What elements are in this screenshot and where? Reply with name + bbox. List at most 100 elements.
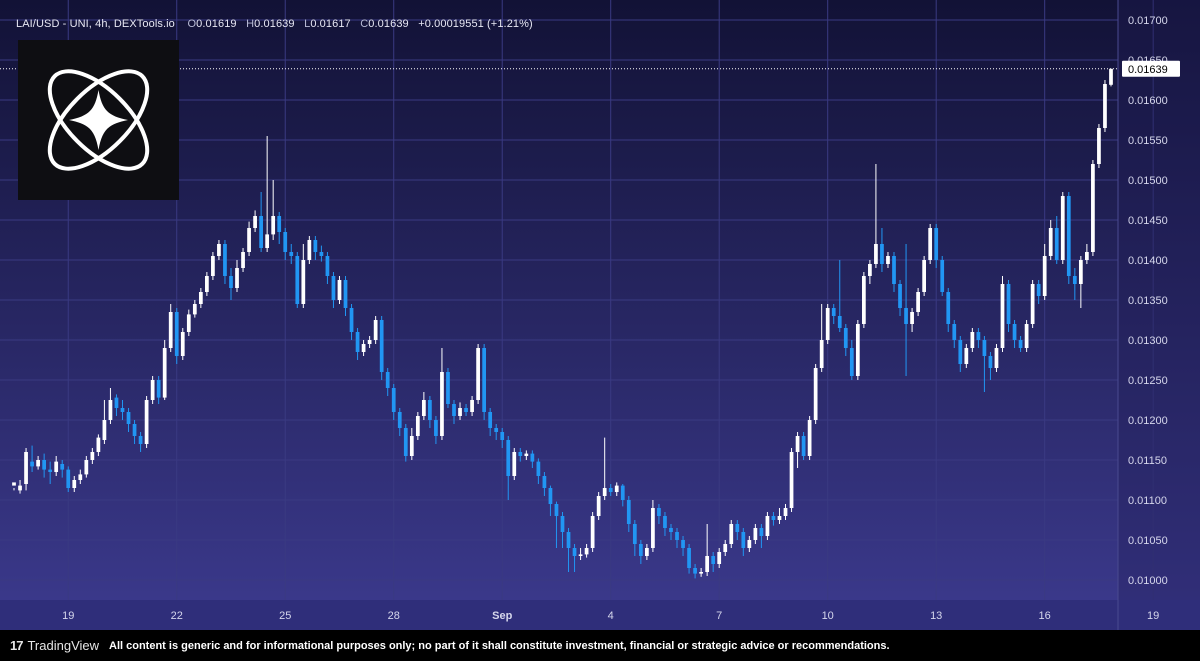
candle: [952, 320, 957, 348]
candle: [1091, 160, 1095, 256]
candle: [217, 240, 221, 260]
price-tick-label: 0.01400: [1128, 255, 1168, 267]
candle-body: [289, 252, 294, 256]
candle-body: [988, 356, 993, 368]
candle: [910, 308, 914, 332]
candle: [964, 344, 969, 368]
candle: [970, 328, 975, 352]
candle-body: [530, 453, 535, 462]
candle: [681, 536, 685, 556]
candle-body: [1000, 284, 1005, 348]
candle: [24, 448, 28, 491]
candle: [657, 504, 661, 524]
candle-body: [663, 516, 667, 528]
high-value: 0.01639: [254, 18, 295, 30]
candle-body: [428, 400, 432, 420]
candle: [90, 448, 95, 464]
candle: [229, 268, 233, 300]
candle: [596, 492, 601, 520]
footer-bar: 17 TradingView All content is generic an…: [0, 630, 1200, 661]
candle-body: [349, 308, 354, 332]
candle: [1048, 220, 1053, 260]
candle-body: [590, 516, 595, 548]
candle: [988, 352, 993, 380]
candle-body: [819, 340, 824, 368]
candle-body: [241, 252, 245, 268]
candle-body: [994, 348, 999, 368]
chart-background: [0, 0, 1200, 630]
candle-body: [1024, 324, 1029, 348]
price-tick-label: 0.01250: [1128, 375, 1168, 387]
price-tick-label: 0.01550: [1128, 135, 1168, 147]
candle-body: [608, 488, 613, 492]
candle: [789, 448, 794, 512]
candle-body: [78, 474, 83, 480]
candle: [675, 528, 679, 548]
price-axis[interactable]: 0.01000 0.01050 0.01100 0.01150 0.01200 0.012…: [1128, 15, 1168, 587]
candle-body: [687, 548, 691, 568]
candle: [54, 456, 59, 476]
time-axis[interactable]: 19 22 25 28 Sep 4 7 10 13 16 19: [62, 610, 1159, 622]
candle-body: [180, 332, 185, 356]
price-axis-panel[interactable]: [1118, 0, 1200, 600]
candle-body: [759, 528, 764, 536]
candle: [192, 300, 197, 318]
low-value: 0.01617: [310, 18, 351, 30]
candle: [440, 348, 444, 440]
candle: [434, 416, 438, 444]
candle: [922, 256, 927, 296]
candle: [735, 520, 740, 540]
candle-body: [524, 453, 529, 456]
candle: [84, 456, 89, 478]
candle: [795, 432, 800, 468]
atom-star-logo-icon: [47, 69, 150, 171]
candle-body: [265, 234, 270, 248]
candle: [614, 482, 619, 496]
candle: [452, 400, 456, 424]
candlestick-chart[interactable]: 0.01000 0.01050 0.01100 0.01150 0.01200 0.012…: [0, 0, 1200, 630]
candle-body: [572, 548, 577, 556]
candle-body: [54, 461, 59, 472]
candle: [874, 164, 878, 268]
candle-body: [446, 372, 450, 404]
close-label: C: [360, 18, 369, 30]
candle: [958, 336, 963, 372]
disclaimer-text: All content is generic and for informati…: [109, 639, 890, 652]
candle-body: [638, 544, 643, 556]
candle: [777, 508, 782, 524]
candle: [904, 244, 908, 376]
candle-body: [470, 400, 474, 412]
candle-body: [868, 264, 872, 276]
candle: [747, 536, 752, 552]
candle: [1060, 192, 1065, 264]
candle: [138, 432, 143, 452]
candle: [397, 408, 402, 436]
candle-body: [391, 388, 396, 412]
tradingview-brand[interactable]: 17 TradingView: [10, 638, 99, 653]
time-axis-panel[interactable]: [0, 600, 1200, 630]
candle: [590, 512, 595, 552]
candle-body: [367, 340, 372, 344]
candle-body: [331, 276, 336, 300]
symbol-title[interactable]: LAI/USD - UNI, 4h, DEXTools.io: [16, 18, 175, 30]
candle: [259, 192, 263, 252]
candle: [1109, 68, 1113, 87]
candle: [632, 520, 637, 556]
candle-body: [132, 424, 137, 436]
candle: [343, 276, 348, 316]
candle: [946, 288, 951, 332]
candle-body: [229, 276, 233, 288]
price-tick-label: 0.01600: [1128, 95, 1168, 107]
candle: [518, 448, 523, 462]
price-tick-label: 0.01050: [1128, 535, 1168, 547]
time-tick-label: 22: [171, 610, 183, 622]
candle: [620, 484, 625, 507]
candle-body: [777, 516, 782, 520]
candle-body: [217, 244, 221, 256]
candle: [1078, 256, 1083, 308]
candle: [126, 408, 131, 432]
brand-name: TradingView: [27, 638, 100, 653]
candle: [524, 450, 529, 460]
candle-body: [626, 500, 631, 524]
